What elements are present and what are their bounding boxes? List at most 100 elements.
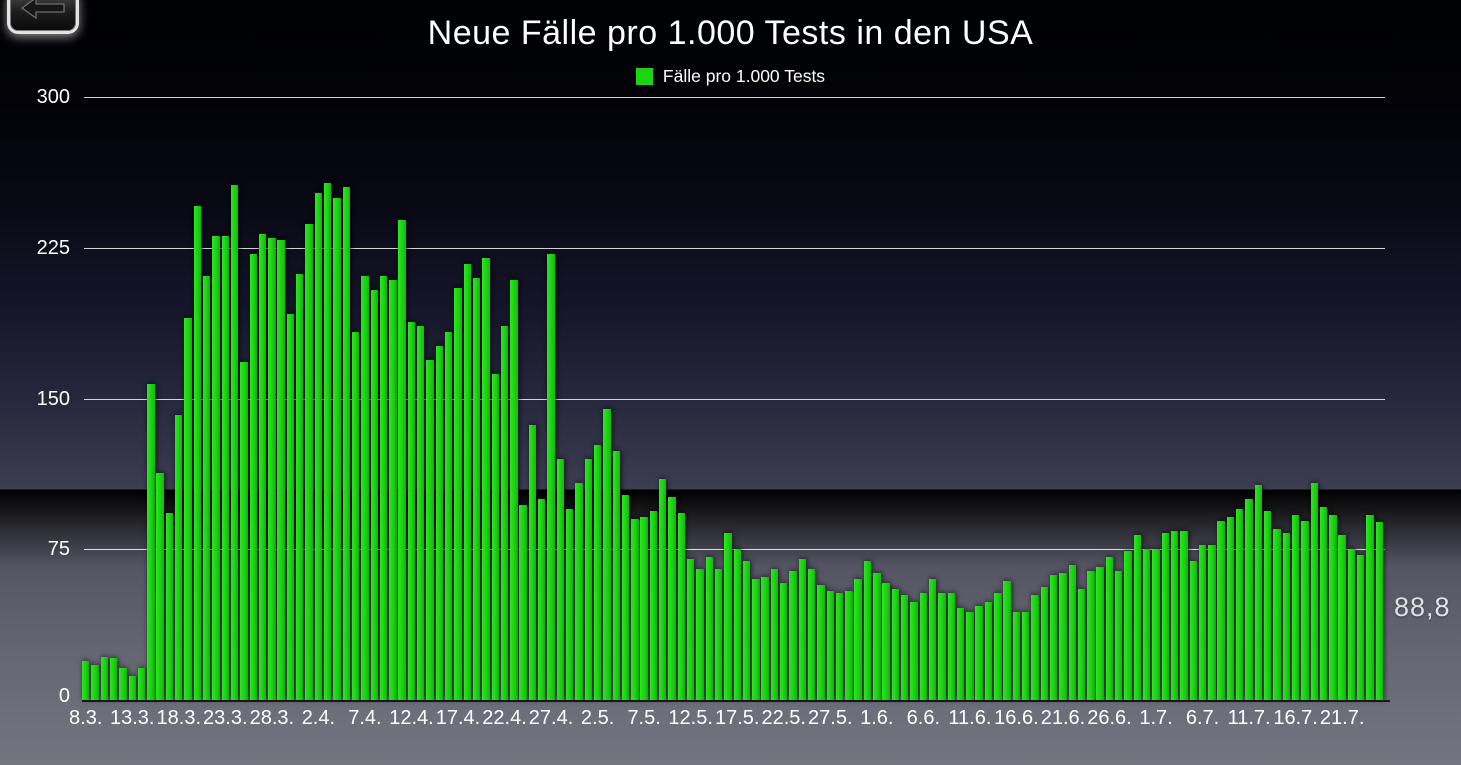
bar[interactable] (184, 318, 192, 700)
bar[interactable] (1236, 509, 1244, 700)
bar[interactable] (258, 233, 267, 700)
bar[interactable] (1022, 611, 1030, 700)
bar[interactable] (891, 589, 900, 700)
bar[interactable] (640, 517, 648, 700)
bar[interactable] (286, 314, 295, 700)
bar[interactable] (789, 571, 797, 700)
bar[interactable] (1245, 499, 1253, 700)
bar[interactable] (1189, 561, 1197, 700)
bar[interactable] (100, 656, 109, 700)
bar[interactable] (1375, 521, 1384, 700)
bar[interactable] (1310, 482, 1318, 700)
bar[interactable] (454, 287, 462, 700)
bar[interactable] (1254, 484, 1263, 700)
bar[interactable] (379, 275, 388, 700)
bar[interactable] (649, 511, 658, 700)
bar[interactable] (249, 253, 257, 700)
bar[interactable] (1357, 555, 1365, 700)
bar[interactable] (845, 591, 853, 700)
bar[interactable] (175, 414, 183, 700)
bar[interactable] (770, 569, 779, 700)
bar[interactable] (1329, 515, 1337, 700)
bar[interactable] (612, 450, 620, 700)
bar[interactable] (631, 519, 639, 700)
bar[interactable] (193, 205, 202, 700)
bar[interactable] (668, 496, 676, 700)
bar[interactable] (109, 657, 118, 700)
bar[interactable] (240, 362, 248, 700)
bar[interactable] (603, 408, 611, 700)
bar[interactable] (705, 557, 713, 700)
bar[interactable] (407, 322, 416, 700)
bar[interactable] (417, 326, 425, 700)
bar[interactable] (128, 675, 136, 700)
bar[interactable] (1012, 611, 1021, 700)
bar[interactable] (351, 332, 360, 700)
bar[interactable] (593, 444, 602, 700)
bar[interactable] (528, 424, 537, 700)
bar[interactable] (975, 605, 983, 700)
bar[interactable] (947, 593, 955, 700)
bar[interactable] (221, 235, 229, 700)
bar[interactable] (938, 593, 946, 700)
bar[interactable] (1170, 531, 1179, 700)
bar[interactable] (742, 561, 751, 700)
bar[interactable] (519, 505, 527, 700)
bar[interactable] (296, 273, 304, 700)
bar[interactable] (463, 263, 471, 700)
bar[interactable] (621, 494, 630, 700)
bar[interactable] (1040, 587, 1049, 700)
back-button[interactable] (7, 0, 79, 34)
bar[interactable] (491, 374, 499, 700)
bar[interactable] (361, 275, 369, 700)
bar[interactable] (500, 326, 509, 700)
bar[interactable] (230, 185, 239, 700)
bar[interactable] (305, 223, 313, 700)
bar[interactable] (1208, 545, 1216, 700)
bar[interactable] (342, 187, 350, 700)
bar[interactable] (1338, 535, 1346, 700)
bar[interactable] (1282, 533, 1291, 700)
bar[interactable] (873, 573, 881, 700)
bar[interactable] (119, 667, 127, 700)
bar[interactable] (1087, 571, 1095, 700)
bar[interactable] (1059, 573, 1067, 700)
bar[interactable] (575, 482, 583, 700)
bar[interactable] (137, 667, 146, 700)
bar[interactable] (1115, 571, 1123, 700)
bar[interactable] (780, 583, 788, 700)
bar[interactable] (1068, 565, 1076, 700)
bar[interactable] (1124, 551, 1132, 700)
bar[interactable] (1198, 545, 1207, 700)
bar[interactable] (984, 601, 993, 700)
bar[interactable] (752, 579, 760, 700)
bar[interactable] (1049, 575, 1058, 700)
bar[interactable] (1180, 531, 1188, 700)
bar[interactable] (426, 360, 434, 700)
bar[interactable] (733, 549, 741, 700)
bar[interactable] (817, 585, 825, 700)
bar[interactable] (854, 579, 862, 700)
bar[interactable] (1077, 589, 1086, 700)
bar[interactable] (398, 219, 406, 700)
bar[interactable] (1031, 595, 1039, 700)
bar[interactable] (994, 593, 1002, 700)
bar[interactable] (686, 559, 695, 700)
bar[interactable] (1143, 549, 1151, 700)
bar[interactable] (314, 193, 323, 700)
bar[interactable] (1161, 533, 1170, 700)
bar[interactable] (165, 513, 174, 700)
bar[interactable] (956, 607, 965, 700)
bar[interactable] (910, 601, 918, 700)
bar[interactable] (1152, 549, 1160, 700)
bar[interactable] (696, 569, 704, 700)
bar[interactable] (928, 579, 937, 700)
bar[interactable] (202, 275, 211, 700)
bar[interactable] (826, 591, 834, 700)
bar[interactable] (677, 513, 686, 700)
bar[interactable] (565, 509, 574, 700)
bar[interactable] (966, 611, 974, 700)
bar[interactable] (538, 499, 546, 700)
bar[interactable] (435, 346, 444, 700)
bar[interactable] (1366, 515, 1374, 700)
